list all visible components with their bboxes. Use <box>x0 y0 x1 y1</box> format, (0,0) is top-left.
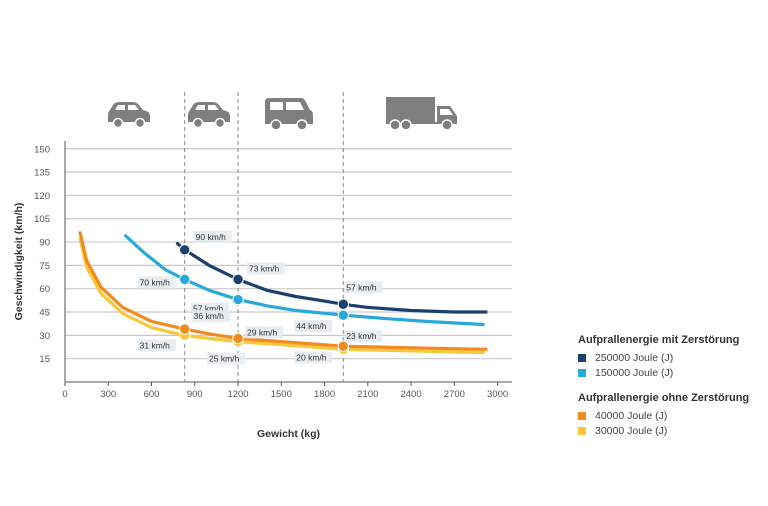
data-label: 73 km/h <box>249 263 280 273</box>
x-axis-title: Gewicht (kg) <box>257 428 320 440</box>
legend-label: 30000 Joule (J) <box>595 424 668 437</box>
data-label-bg <box>247 262 286 275</box>
data-point <box>337 340 349 352</box>
legend-swatch-yellow <box>578 426 586 435</box>
x-tick-label: 1200 <box>227 389 248 400</box>
series-line <box>78 237 485 355</box>
data-point <box>232 273 244 286</box>
data-label-bg <box>193 230 232 243</box>
data-point <box>337 298 349 310</box>
data-point <box>232 293 244 306</box>
data-label: 23 km/h <box>346 331 377 341</box>
data-label: 44 km/h <box>296 321 327 331</box>
data-label: 90 km/h <box>196 232 227 242</box>
legend-item-30000: 30000 Joule (J) <box>578 423 749 438</box>
truck-icon <box>386 97 457 131</box>
series-line <box>78 231 488 351</box>
legend-label: 150000 Joule (J) <box>595 366 674 379</box>
legend-title-destruction: Aufprallenergie mit Zerstörung <box>578 334 740 346</box>
x-tick-label: 900 <box>187 389 203 400</box>
legend-group-no-destruction: Aufprallenergie ohne Zerstörung 40000 Jo… <box>578 392 749 438</box>
data-label: 25 km/h <box>209 354 240 364</box>
legend-item-150000: 150000 Joule (J) <box>578 365 739 380</box>
data-label-bg <box>245 326 284 339</box>
x-tick-label: 1800 <box>314 389 335 400</box>
x-tick-label: 2100 <box>357 389 378 400</box>
data-label-bg <box>191 310 230 323</box>
x-tick-label: 0 <box>62 389 67 400</box>
y-tick-label: 150 <box>34 144 50 155</box>
data-point <box>337 309 349 321</box>
data-label-bg <box>344 281 383 294</box>
small-car-icon <box>108 102 150 129</box>
x-tick-label: 600 <box>144 389 160 400</box>
y-tick-label: 120 <box>34 191 50 202</box>
data-label: 36 km/h <box>194 311 225 321</box>
data-label-bg <box>137 276 176 289</box>
y-tick-label: 30 <box>39 331 50 342</box>
data-label: 57 km/h <box>193 304 224 314</box>
legend-group-destruction: Aufprallenergie mit Zerstörung 250000 Jo… <box>578 334 739 380</box>
data-point <box>232 332 244 345</box>
data-label: 57 km/h <box>346 282 377 292</box>
data-label: 31 km/h <box>140 340 171 350</box>
legend-label: 250000 Joule (J) <box>595 351 674 364</box>
data-label-bg <box>294 351 333 364</box>
x-tick-label: 1500 <box>271 389 292 400</box>
x-tick-label: 300 <box>100 389 116 400</box>
data-label: 29 km/h <box>247 327 278 337</box>
y-tick-label: 135 <box>34 168 50 179</box>
y-tick-label: 60 <box>39 284 50 295</box>
data-label-bg <box>207 352 246 365</box>
legend-swatch-navy <box>578 353 586 362</box>
suv-icon <box>265 98 313 131</box>
data-label: 20 km/h <box>296 352 327 362</box>
legend-swatch-orange <box>578 411 586 420</box>
legend-item-40000: 40000 Joule (J) <box>578 408 749 423</box>
y-tick-label: 105 <box>34 214 50 225</box>
legend-swatch-blue <box>578 368 586 377</box>
x-tick-label: 2400 <box>400 389 421 400</box>
compact-car-icon <box>188 102 230 129</box>
legend-item-250000: 250000 Joule (J) <box>578 350 739 365</box>
y-tick-label: 75 <box>39 261 50 272</box>
data-point <box>178 273 191 286</box>
series-line <box>124 234 485 327</box>
data-label-bg <box>294 320 333 333</box>
legend-title-no-destruction: Aufprallenergie ohne Zerstörung <box>578 392 750 404</box>
series-line <box>175 242 488 314</box>
data-label: 70 km/h <box>140 277 171 287</box>
data-point <box>178 244 191 256</box>
data-label-bg <box>137 339 176 352</box>
legend-label: 40000 Joule (J) <box>595 409 668 422</box>
y-axis-title: Geschwindigkeit (km/h) <box>13 203 25 321</box>
x-tick-label: 2700 <box>444 389 465 400</box>
y-tick-label: 15 <box>39 354 50 365</box>
data-label-bg <box>344 330 383 343</box>
data-point <box>178 323 191 335</box>
y-tick-label: 90 <box>39 238 50 249</box>
y-tick-label: 45 <box>39 308 50 319</box>
x-tick-label: 3000 <box>487 389 508 400</box>
